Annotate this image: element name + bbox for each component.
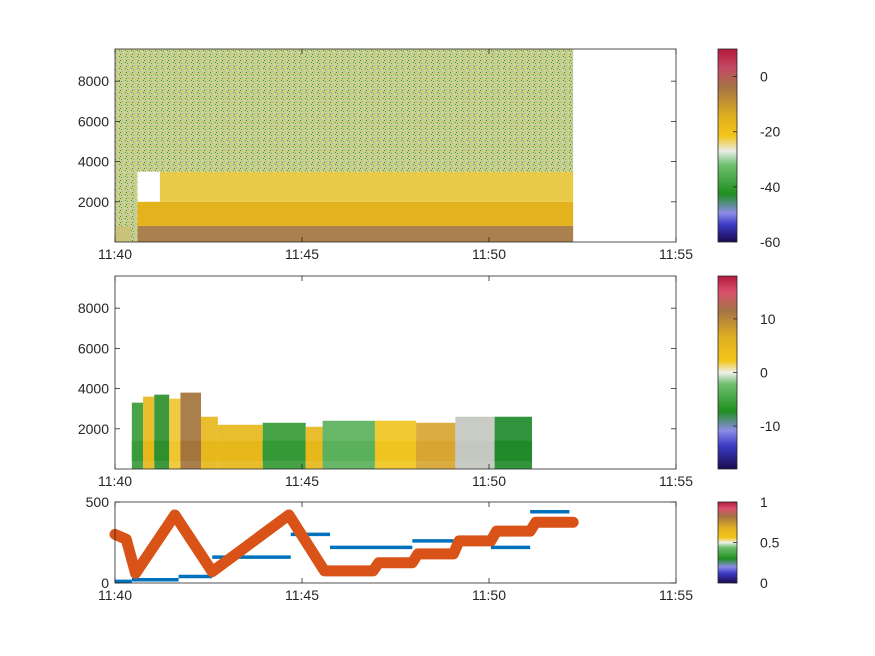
heatmap-block-core xyxy=(305,440,323,461)
heatmap-block-core xyxy=(494,440,533,461)
heatmap-block-core xyxy=(416,440,456,461)
heatmap-band xyxy=(137,201,574,226)
series-line-orange xyxy=(109,509,579,579)
middle-heatmap-panel: 11:40 11:45 11:50 11:55 2000 4000 6000 8000 10 0… xyxy=(78,275,780,489)
y-tick-label: 8000 xyxy=(78,73,109,89)
heatmap-band xyxy=(115,171,138,242)
x-tick-label: 11:40 xyxy=(98,587,132,603)
middle-heatmap-data xyxy=(131,392,533,469)
top-axes: 11:40 11:45 11:50 11:55 2000 4000 6000 8000 xyxy=(78,49,693,262)
top-heatmap-data xyxy=(115,49,574,242)
y-tick-label: 500 xyxy=(86,494,110,510)
heatmap-block-core xyxy=(180,440,202,461)
y-tick-label: 4000 xyxy=(78,154,109,170)
colorbar-tick-label: 0 xyxy=(760,575,768,591)
heatmap-block-core xyxy=(201,440,218,461)
heatmap-block-core xyxy=(217,440,263,461)
x-tick-label: 11:50 xyxy=(472,587,506,603)
colorbar-tick-label: -10 xyxy=(760,418,780,434)
colorbar-tick-label: -40 xyxy=(760,179,780,195)
top-colorbar-ticks: 0 -20 -40 -60 xyxy=(733,69,780,250)
y-tick-label: 8000 xyxy=(78,300,109,316)
heatmap-block-core xyxy=(169,440,181,461)
x-tick-label: 11:55 xyxy=(659,587,693,603)
heatmap-block-core xyxy=(154,440,170,461)
y-tick-label: 6000 xyxy=(78,113,109,129)
y-tick-label: 0 xyxy=(101,575,109,591)
colorbar-tick-label: 0 xyxy=(760,69,768,85)
x-tick-label: 11:45 xyxy=(285,587,319,603)
heatmap-block-core xyxy=(322,440,375,461)
heatmap-block-core xyxy=(455,440,495,461)
bottom-plot-frame xyxy=(114,501,677,584)
bottom-colorbar xyxy=(718,502,737,583)
top-colorbar-frame xyxy=(717,48,738,243)
x-tick-label: 11:55 xyxy=(659,246,693,262)
y-tick-label: 2000 xyxy=(78,194,109,210)
x-tick-label: 11:55 xyxy=(659,473,693,489)
y-tick-label: 2000 xyxy=(78,421,109,437)
heatmap-block xyxy=(169,398,181,469)
y-tick-label: 4000 xyxy=(78,381,109,397)
heatmap-block-core xyxy=(374,440,417,461)
heatmap-band xyxy=(115,225,131,242)
colorbar-tick-label: -60 xyxy=(760,234,780,250)
x-tick-label: 11:50 xyxy=(472,473,506,489)
top-plot-frame xyxy=(114,48,677,243)
top-colorbar xyxy=(718,49,737,242)
heatmap-block-core xyxy=(262,440,306,461)
bottom-axes: 11:40 11:45 11:50 11:55 0 500 xyxy=(86,494,694,603)
x-tick-label: 11:45 xyxy=(285,246,319,262)
bottom-colorbar-ticks: 10.50 xyxy=(733,494,780,591)
colorbar-tick-label: -20 xyxy=(760,124,780,140)
middle-colorbar-ticks: 10 0 -10 xyxy=(733,311,780,434)
colorbar-tick-label: 10 xyxy=(760,311,776,327)
x-tick-label: 11:45 xyxy=(285,473,319,489)
heatmap-band xyxy=(159,171,574,202)
middle-axes: 11:40 11:45 11:50 11:55 2000 4000 6000 8000 xyxy=(78,276,693,489)
heatmap-band xyxy=(115,49,574,172)
heatmap-block xyxy=(143,396,155,469)
x-tick-label: 11:40 xyxy=(98,246,132,262)
heatmap-block-core xyxy=(143,440,155,461)
x-tick-label: 11:50 xyxy=(472,246,506,262)
colorbar-tick-label: 0.5 xyxy=(760,535,780,551)
x-tick-label: 11:40 xyxy=(98,473,132,489)
y-tick-label: 6000 xyxy=(78,340,109,356)
bottom-line-data xyxy=(109,509,579,584)
middle-colorbar xyxy=(718,276,737,469)
top-heatmap-panel: 11:40 11:45 11:50 11:55 2000 4000 6000 8000 0 -2… xyxy=(78,48,780,262)
heatmap-band xyxy=(137,225,574,242)
middle-plot-frame xyxy=(114,275,677,470)
colorbar-tick-label: 1 xyxy=(760,494,768,510)
colorbar-tick-label: 0 xyxy=(760,365,768,381)
heatmap-block-core xyxy=(131,440,144,461)
heatmap-block xyxy=(131,402,144,469)
